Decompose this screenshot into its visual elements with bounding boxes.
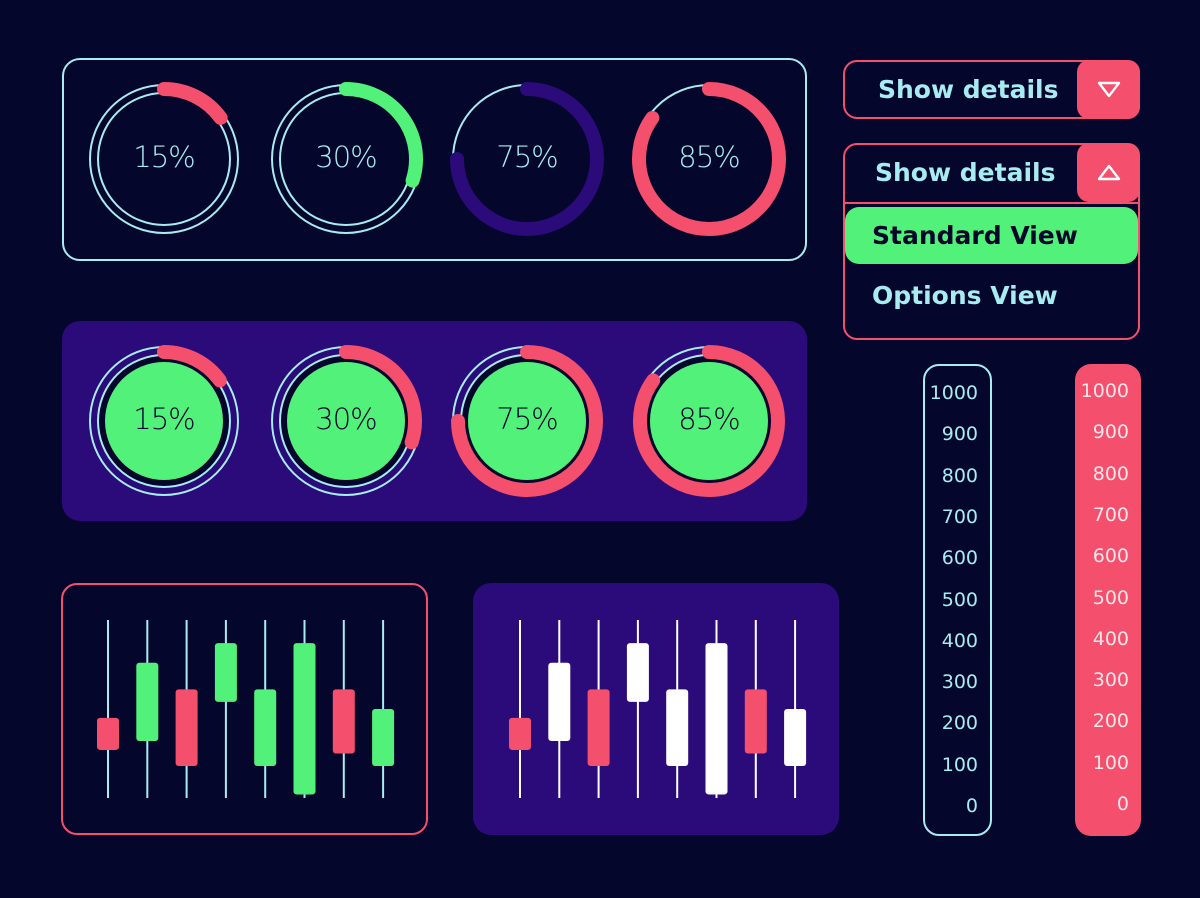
progress-ring-graphic <box>271 82 423 234</box>
value-scale-outline: 1000 900 800 700 600 500 400 300 200 100 0 <box>923 364 992 836</box>
ring-progress-arc <box>632 82 786 236</box>
dropdown-label: Show details <box>875 158 1056 187</box>
candle-body <box>254 689 277 766</box>
ring-progress-arc <box>339 345 422 450</box>
ring-center-disc <box>287 362 405 480</box>
progress-ring: 15% <box>89 82 239 234</box>
option-standard-view[interactable]: Standard View <box>845 207 1138 264</box>
candle-body <box>548 662 571 742</box>
option-options-view[interactable]: Options View <box>845 267 1138 324</box>
candle-body <box>175 689 198 766</box>
dropdown-divider <box>845 202 1138 204</box>
ring-percent-label: 15% <box>133 140 195 174</box>
ring-percent-label: 85% <box>678 402 740 436</box>
dropdown-toggle-button[interactable] <box>1077 143 1140 202</box>
scale-tick-label: 100 <box>941 753 978 776</box>
scale-tick-label: 1000 <box>929 382 978 404</box>
progress-ring-graphic <box>450 82 604 236</box>
candle-body <box>509 717 531 750</box>
scale-tick-label: 0 <box>1116 793 1129 815</box>
scale-tick-label: 700 <box>1092 503 1129 526</box>
ring-center-disc <box>650 362 768 480</box>
progress-rings-row-outline: 15% 30% 75% 85% <box>62 58 807 261</box>
scale-tick-label: 200 <box>941 712 978 735</box>
ring-progress-arc <box>450 82 604 236</box>
scale-tick-label: 100 <box>1092 751 1129 774</box>
ring-progress-arc <box>157 345 227 388</box>
ring-progress-arc <box>339 82 423 188</box>
progress-ring: 15% <box>89 345 239 496</box>
progress-ring: 75% <box>451 345 603 497</box>
dropdown-label: Show details <box>878 75 1059 104</box>
ring-progress-arc <box>451 345 603 497</box>
ring-percent-label: 75% <box>496 140 558 174</box>
ring-center-disc <box>468 362 586 480</box>
show-details-dropdown-closed[interactable]: Show details <box>843 60 1140 119</box>
candle-body <box>136 662 159 742</box>
candle-body <box>372 709 395 766</box>
scale-tick-label: 0 <box>965 795 978 817</box>
scale-tick-label: 900 <box>1092 421 1129 444</box>
option-label: Options View <box>872 281 1058 310</box>
scale-tick-label: 600 <box>1092 545 1129 568</box>
scale-tick-label: 400 <box>1092 627 1129 650</box>
scale-tick-label: 300 <box>941 671 978 694</box>
candle-body <box>705 643 728 795</box>
progress-ring-graphic <box>451 345 603 497</box>
value-scale-filled: 1000 900 800 700 600 500 400 300 200 100 0 <box>1075 364 1141 836</box>
progress-ring-graphic <box>89 82 239 234</box>
candle-body <box>293 643 316 795</box>
candle-body <box>97 717 119 750</box>
progress-ring-graphic <box>633 345 785 497</box>
show-details-dropdown-open[interactable]: Show details Standard View Options View <box>843 143 1140 340</box>
progress-ring-graphic <box>89 345 239 496</box>
progress-ring: 85% <box>632 82 786 236</box>
candlestick-panel-filled <box>473 583 839 835</box>
ring-progress-arc <box>157 82 228 125</box>
candlestick-chart-colored <box>97 620 395 798</box>
progress-rings-panel-outline <box>62 58 807 261</box>
ring-percent-label: 15% <box>133 402 195 436</box>
ring-center-disc <box>105 362 223 480</box>
progress-ring: 75% <box>450 82 604 236</box>
candle-body <box>626 643 649 702</box>
candle-body <box>784 709 807 766</box>
ring-progress-arc <box>633 345 785 497</box>
scale-tick-label: 800 <box>1092 462 1129 485</box>
scale-tick-label: 1000 <box>1080 380 1129 402</box>
ring-percent-label: 30% <box>315 140 377 174</box>
progress-ring: 30% <box>271 345 422 496</box>
candle-body <box>214 643 237 702</box>
scale-tick-label: 700 <box>941 505 978 528</box>
option-label: Standard View <box>872 221 1078 250</box>
scale-tick-label: 400 <box>941 629 978 652</box>
candle-body <box>744 689 767 754</box>
scale-tick-label: 800 <box>941 464 978 487</box>
dropdown-toggle-button[interactable] <box>1077 60 1140 119</box>
scale-tick-label: 900 <box>941 423 978 446</box>
candle-body <box>332 689 355 754</box>
progress-ring: 85% <box>633 345 785 497</box>
progress-rings-row-filled: 15% 30% 75% 85% <box>62 321 807 521</box>
scale-tick-label: 200 <box>1092 710 1129 733</box>
candle-body <box>666 689 689 766</box>
triangle-up-icon <box>1097 164 1121 181</box>
scale-tick-label: 500 <box>1092 586 1129 609</box>
progress-ring: 30% <box>271 82 423 234</box>
candlestick-panel-outline <box>61 583 428 835</box>
scale-tick-label: 600 <box>941 547 978 570</box>
progress-ring-graphic <box>271 345 422 496</box>
ring-percent-label: 75% <box>496 402 558 436</box>
scale-tick-label: 500 <box>941 588 978 611</box>
ring-percent-label: 30% <box>315 402 377 436</box>
candlestick-chart-white <box>509 620 807 798</box>
candle-body <box>587 689 610 766</box>
progress-ring-graphic <box>632 82 786 236</box>
ring-percent-label: 85% <box>678 140 740 174</box>
scale-tick-label: 300 <box>1092 669 1129 692</box>
triangle-down-icon <box>1097 81 1121 98</box>
